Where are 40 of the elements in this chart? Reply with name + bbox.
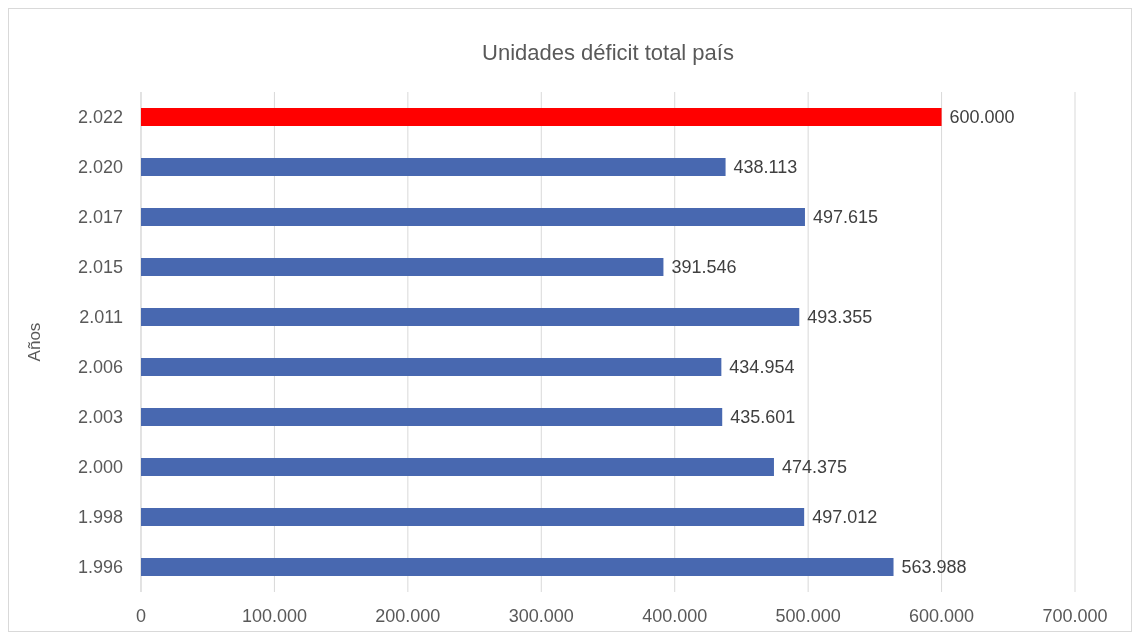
bar (141, 158, 726, 176)
data-label: 563.988 (901, 557, 967, 578)
bar (141, 308, 800, 326)
bar (141, 108, 942, 126)
x-tick-label: 300.000 (508, 606, 574, 626)
data-label: 497.615 (812, 207, 879, 228)
x-tick-label: 200.000 (375, 606, 441, 626)
data-label: 438.113 (733, 157, 798, 178)
bar (141, 408, 723, 426)
data-label: 497.012 (812, 507, 878, 528)
y-tick-label: 2.020 (77, 157, 123, 178)
data-label: 474.375 (781, 457, 848, 478)
y-tick-label: 2.015 (77, 257, 123, 278)
data-label: 600.000 (949, 107, 1015, 128)
bar (141, 558, 894, 576)
bar (141, 358, 722, 376)
y-tick-label: 2.022 (77, 107, 123, 128)
y-tick-label: 2.011 (79, 307, 123, 328)
bar (141, 258, 664, 276)
y-tick-label: 2.000 (77, 457, 123, 478)
x-tick-label: 0 (135, 606, 147, 626)
x-tick-label: 500.000 (775, 606, 841, 626)
x-tick-label: 400.000 (642, 606, 708, 626)
chart-title: Unidades déficit total país (482, 40, 734, 65)
y-tick-label: 2.003 (77, 407, 123, 428)
y-tick-label: 1.996 (77, 557, 123, 578)
x-tick-label: 600.000 (909, 606, 975, 626)
y-tick-label: 2.006 (77, 357, 123, 378)
bar (141, 208, 805, 226)
bar (141, 508, 805, 526)
data-label: 434.954 (729, 357, 795, 378)
y-tick-label: 1.998 (77, 507, 123, 528)
data-label: 435.601 (730, 407, 796, 428)
y-tick-label: 2.017 (77, 207, 123, 228)
x-tick-label: 700.000 (1042, 606, 1108, 626)
data-label: 493.355 (807, 307, 873, 328)
bar (141, 458, 774, 476)
x-tick-label: 100.000 (241, 606, 307, 626)
data-label: 391.546 (671, 257, 737, 278)
y-axis-title: Años (25, 322, 44, 362)
